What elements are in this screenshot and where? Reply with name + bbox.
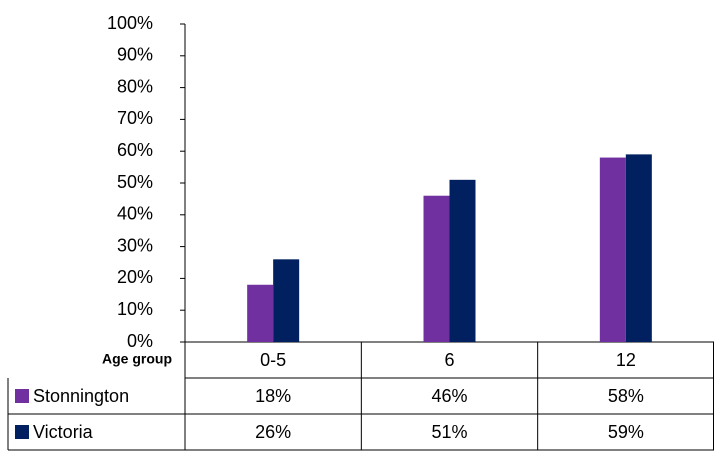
x-tick-label: 6 [444, 350, 454, 370]
bar [247, 284, 274, 342]
y-tick-label: 80% [117, 76, 153, 96]
legend-swatch [15, 389, 29, 403]
table-value: 18% [255, 386, 291, 406]
legend-label: Stonnington [33, 386, 129, 406]
legend-label: Victoria [33, 422, 94, 442]
bar [273, 259, 300, 342]
bar [599, 157, 626, 342]
x-axis-label: Age group [102, 351, 172, 367]
y-tick-label: 40% [117, 204, 153, 224]
table-value: 58% [608, 386, 644, 406]
table-value: 26% [255, 422, 291, 442]
y-tick-label: 90% [117, 45, 153, 65]
bar [423, 195, 450, 342]
x-tick-label: 0-5 [260, 350, 286, 370]
bar [625, 154, 652, 342]
x-tick-label: 12 [616, 350, 636, 370]
legend-swatch [15, 425, 29, 439]
y-tick-label: 60% [117, 140, 153, 160]
bar [449, 179, 476, 342]
y-tick-label: 10% [117, 299, 153, 319]
y-tick-label: 20% [117, 267, 153, 287]
y-tick-label: 50% [117, 172, 153, 192]
y-tick-label: 30% [117, 235, 153, 255]
y-tick-label: 0% [127, 331, 153, 351]
table-value: 51% [431, 422, 467, 442]
table-value: 59% [608, 422, 644, 442]
table-value: 46% [431, 386, 467, 406]
y-tick-label: 100% [107, 13, 153, 33]
y-tick-label: 70% [117, 108, 153, 128]
